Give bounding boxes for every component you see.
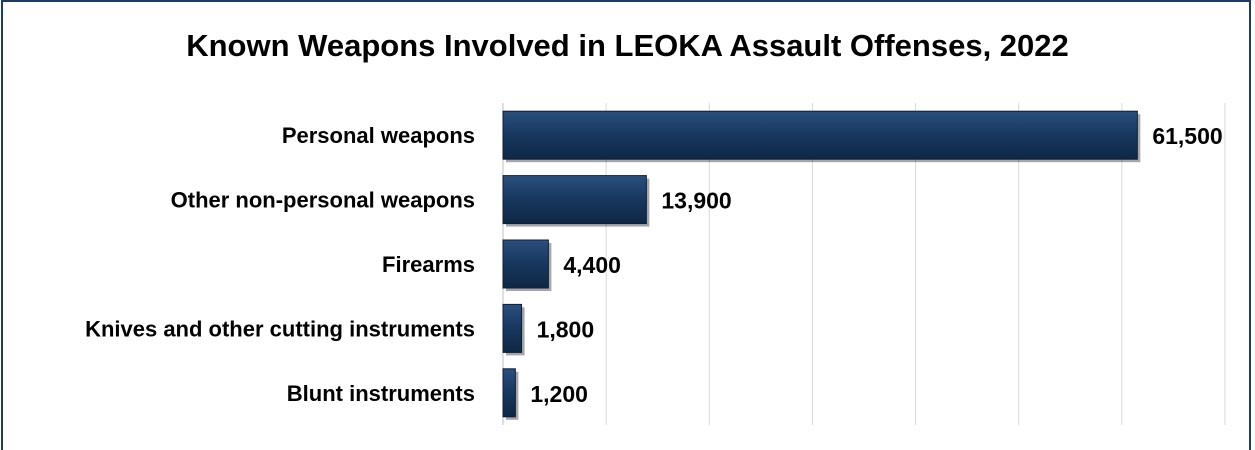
bar-other-non-personal-weapons [502, 175, 647, 225]
value-label: 1,800 [537, 316, 595, 342]
bar-blunt-instruments [502, 368, 516, 418]
value-label: 4,400 [563, 252, 621, 278]
category-label: Personal weapons [282, 123, 475, 148]
category-label: Knives and other cutting instruments [85, 316, 475, 341]
chart-title: Known Weapons Involved in LEOKA Assault … [186, 28, 1069, 63]
value-label: 61,500 [1152, 123, 1222, 149]
value-label: 1,200 [530, 381, 588, 407]
bar-firearms [502, 239, 549, 289]
category-label: Firearms [382, 252, 475, 277]
bar-knives-and-other-cutting-instruments [502, 303, 523, 353]
value-label: 13,900 [661, 188, 731, 214]
category-label: Other non-personal weapons [171, 188, 475, 213]
category-label: Blunt instruments [287, 381, 475, 406]
bar-personal-weapons [502, 110, 1138, 160]
